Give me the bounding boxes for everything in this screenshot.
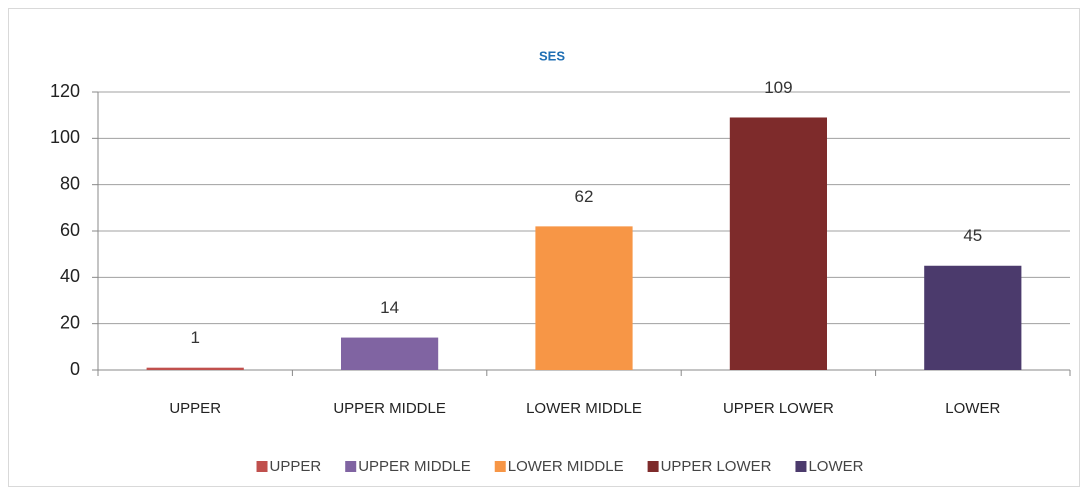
legend-label: UPPER MIDDLE <box>358 458 471 475</box>
data-label: 109 <box>764 78 792 97</box>
bar <box>924 265 1022 370</box>
bar <box>146 367 244 370</box>
legend-swatch <box>795 461 807 472</box>
y-tick-label: 120 <box>50 81 80 101</box>
x-tick-label: LOWER MIDDLE <box>526 400 642 417</box>
legend-label: UPPER <box>270 458 322 475</box>
bar <box>341 337 439 370</box>
data-label: 14 <box>380 298 399 317</box>
bar <box>729 117 827 370</box>
y-tick-label: 0 <box>70 359 80 379</box>
legend-label: LOWER <box>808 458 863 475</box>
y-tick-label: 60 <box>60 220 80 240</box>
legend-label: LOWER MIDDLE <box>508 458 624 475</box>
y-tick-label: 80 <box>60 173 80 193</box>
y-tick-label: 100 <box>50 127 80 147</box>
x-tick-label: UPPER MIDDLE <box>333 400 446 417</box>
x-tick-label: UPPER <box>169 400 221 417</box>
legend-swatch <box>256 461 268 472</box>
legend-swatch <box>494 461 506 472</box>
legend-label: UPPER LOWER <box>661 458 772 475</box>
legend-swatch <box>345 461 357 472</box>
legend-swatch <box>647 461 659 472</box>
data-label: 1 <box>190 328 199 347</box>
chart-title: SES <box>539 48 565 63</box>
x-tick-label: UPPER LOWER <box>723 400 834 417</box>
y-tick-label: 40 <box>60 266 80 286</box>
x-tick-label: LOWER <box>945 400 1000 417</box>
y-tick-label: 20 <box>60 312 80 332</box>
bar <box>535 226 633 370</box>
data-label: 45 <box>963 226 982 245</box>
data-label: 62 <box>575 187 594 206</box>
